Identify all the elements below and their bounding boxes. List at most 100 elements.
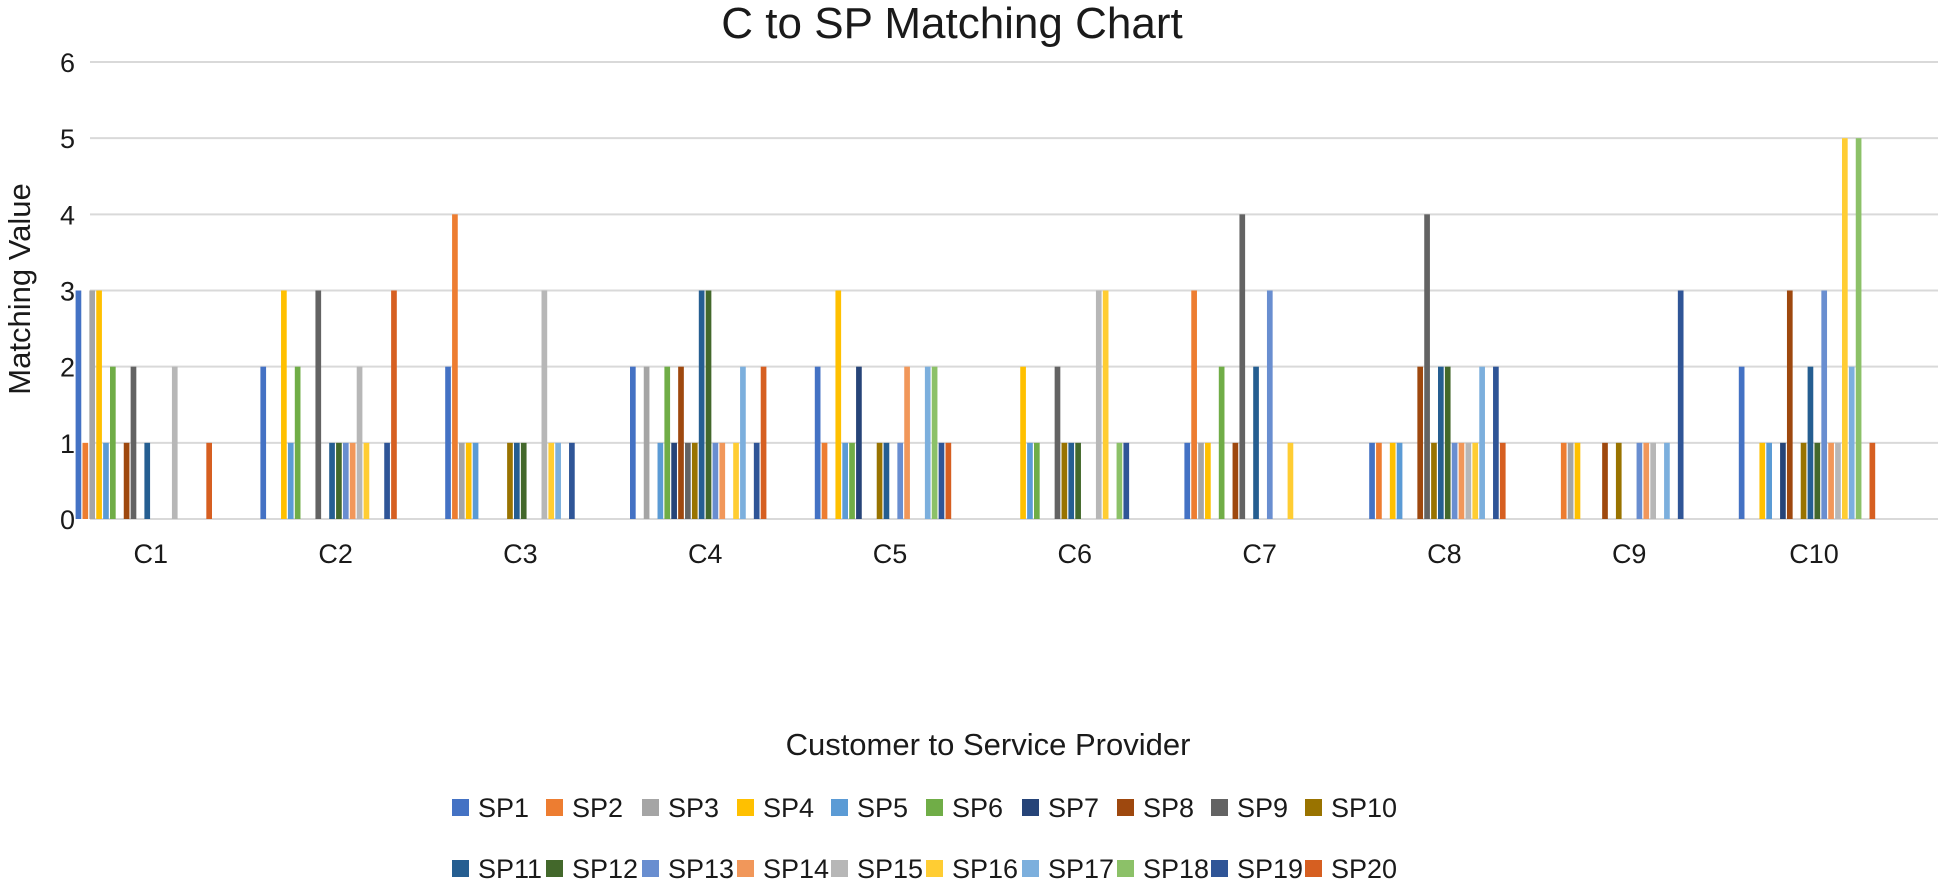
legend-label-SP11: SP11 [478,854,542,884]
bar-C9-SP3 [1567,442,1574,519]
bar-C2-SP11 [329,442,335,519]
legend-swatch-SP14 [737,860,754,877]
bar-C6-SP9 [1054,366,1061,519]
bar-C3-SP12 [520,442,527,519]
legend-label-SP12: SP12 [572,854,638,884]
bar-C1-SP5 [103,442,109,519]
bar-C4-SP12 [705,290,712,519]
bar-C9-SP8 [1602,442,1608,519]
bar-C4-SP16 [733,442,739,519]
bar-C9-SP15 [1650,442,1656,519]
bar-C4-SP9 [685,442,691,519]
x-tick-label: C6 [1058,539,1093,569]
legend-swatch-SP4 [737,799,754,816]
bar-C1-SP20 [206,442,212,519]
bar-C1-SP4 [96,290,102,519]
bars [75,138,1876,520]
bar-C9-SP14 [1643,442,1650,519]
legend-label-SP1: SP1 [478,793,529,823]
bar-C10-SP15 [1835,442,1841,519]
bar-C2-SP16 [363,442,370,519]
legend-label-SP15: SP15 [857,854,923,884]
bar-C3-SP15 [541,290,548,519]
bar-C1-SP11 [144,442,151,519]
bar-C1-SP6 [110,366,116,519]
legend-label-SP17: SP17 [1048,854,1114,884]
legend-label-SP5: SP5 [857,793,908,823]
bar-C4-SP5 [657,442,664,519]
bar-C2-SP14 [349,442,356,519]
bar-C1-SP9 [130,366,137,519]
bar-C8-SP14 [1458,442,1465,519]
bar-C10-SP20 [1869,442,1876,519]
bar-C7-SP2 [1191,290,1197,519]
bar-C4-SP19 [753,442,760,519]
legend-swatch-SP8 [1117,799,1134,816]
bar-C10-SP12 [1814,442,1821,519]
legend-swatch-SP7 [1022,799,1039,816]
y-tick-label: 3 [60,277,75,307]
bar-C9-SP17 [1664,442,1670,519]
bar-C2-SP4 [281,290,287,519]
bar-C4-SP11 [698,290,705,519]
bar-C3-SP5 [472,442,479,519]
bar-C2-SP20 [391,290,397,519]
legend-label-SP16: SP16 [952,854,1018,884]
x-tick-label: C4 [688,539,723,569]
legend-swatch-SP15 [831,860,848,877]
bar-C3-SP19 [569,442,575,519]
y-tick-label: 1 [60,429,75,459]
bar-C8-SP5 [1396,442,1403,519]
bar-C4-SP7 [671,442,677,519]
bar-C8-SP10 [1431,442,1437,519]
bar-C5-SP6 [849,442,855,519]
bar-C1-SP1 [75,290,82,519]
chart-title: C to SP Matching Chart [721,0,1182,48]
bar-C7-SP4 [1205,442,1211,519]
bar-C5-SP5 [842,442,848,519]
y-tick-label: 6 [60,48,75,78]
bar-C4-SP8 [678,366,684,519]
bar-C10-SP8 [1786,290,1793,519]
x-tick-label: C5 [873,539,908,569]
x-tick-label: C8 [1427,539,1462,569]
bar-C3-SP16 [548,442,555,519]
bar-C9-SP19 [1677,290,1684,519]
legend-swatch-SP16 [926,860,943,877]
bar-C5-SP11 [883,442,890,519]
bar-C8-SP1 [1369,442,1375,519]
bar-C6-SP10 [1061,442,1068,519]
legend: SP1 SP2 SP3 SP4 SP5 SP6 SP7 SP8 SP9 SP10 SP11 SP12 S… [452,793,1397,884]
legend-label-SP2: SP2 [572,793,623,823]
legend-swatch-SP12 [546,860,563,877]
bar-C7-SP11 [1253,366,1259,519]
bar-C3-SP11 [514,442,520,519]
bar-C10-SP13 [1821,290,1828,519]
x-tick-label: C2 [318,539,353,569]
bar-C6-SP5 [1027,442,1033,519]
bar-C4-SP3 [643,366,650,519]
bar-C3-SP2 [452,214,458,520]
bar-C1-SP2 [82,442,89,519]
bar-C3-SP17 [555,442,561,519]
bar-C2-SP5 [287,442,294,519]
y-axis-title: Matching Value [2,183,37,394]
bar-C8-SP13 [1451,442,1458,519]
x-tick-label: C1 [134,539,169,569]
bar-C10-SP1 [1738,366,1745,519]
bar-C6-SP18 [1116,442,1123,519]
bar-C5-SP17 [924,366,931,519]
bar-C10-SP14 [1828,442,1834,519]
bar-C7-SP6 [1218,366,1225,519]
bar-C2-SP1 [260,366,267,519]
bar-C4-SP6 [664,366,671,519]
bar-C5-SP19 [938,442,945,519]
legend-swatch-SP9 [1211,799,1228,816]
bar-C5-SP2 [821,442,828,519]
bar-C6-SP4 [1020,366,1026,519]
bar-C5-SP20 [945,442,952,519]
bar-C2-SP15 [356,366,363,519]
bar-C7-SP16 [1287,442,1294,519]
bar-C5-SP14 [904,366,910,519]
